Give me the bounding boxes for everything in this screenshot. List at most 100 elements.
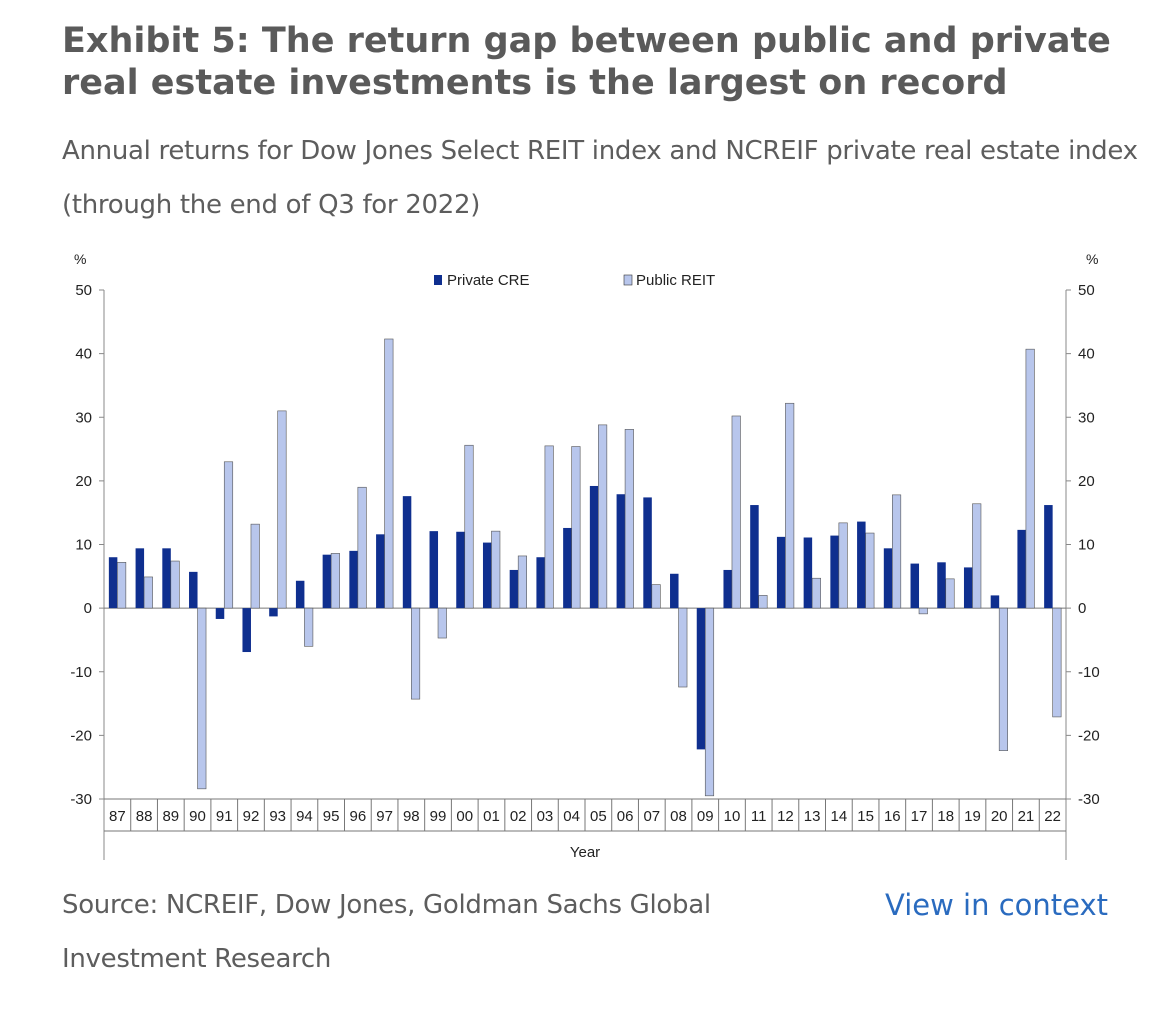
- legend-label-private: Private CRE: [447, 272, 530, 289]
- bar-private-cre: [135, 548, 145, 609]
- x-tick-label: 22: [1044, 808, 1061, 825]
- x-tick-label: 96: [350, 808, 367, 825]
- bar-private-cre: [670, 573, 679, 609]
- bar-public-reit: [411, 607, 421, 700]
- bar-private-cre: [990, 595, 1000, 609]
- x-tick-label: 98: [403, 808, 420, 825]
- x-tick-label: 92: [243, 808, 260, 825]
- bar-public-reit: [704, 607, 715, 797]
- x-tick-label: 12: [777, 808, 794, 825]
- bar-private-cre: [643, 497, 652, 609]
- x-tick-label: 88: [136, 808, 153, 825]
- y-tick-label-left: 30: [75, 409, 92, 426]
- y-tick-label-right: -30: [1078, 791, 1100, 808]
- x-tick-label: 93: [269, 808, 286, 825]
- y-tick-label-left: -30: [70, 791, 92, 808]
- bar-private-cre: [536, 557, 545, 609]
- bar-public-reit: [918, 607, 928, 615]
- bar-public-reit: [197, 607, 207, 790]
- bar-private-cre: [1017, 529, 1026, 609]
- y-tick-label-left: 50: [75, 282, 92, 299]
- chart-subtitle: Annual returns for Dow Jones Select REIT…: [62, 136, 1138, 220]
- x-tick-label: 18: [937, 808, 954, 825]
- bar-public-reit: [170, 560, 180, 609]
- x-tick-label: 90: [189, 808, 206, 825]
- bar-private-cre: [349, 550, 358, 609]
- bar-private-cre: [269, 608, 278, 617]
- bar-private-cre: [830, 535, 839, 609]
- x-tick-label: 07: [643, 808, 660, 825]
- x-tick-label: 21: [1018, 808, 1035, 825]
- x-tick-label: 95: [323, 808, 340, 825]
- bar-public-reit: [384, 338, 394, 609]
- bar-private-cre: [803, 537, 813, 609]
- y-tick-label-right: -10: [1078, 664, 1100, 681]
- bar-public-reit: [304, 607, 314, 647]
- bar-private-cre: [563, 527, 572, 609]
- bar-public-reit: [892, 494, 902, 609]
- bar-private-cre: [376, 534, 385, 609]
- bar-private-cre: [162, 548, 171, 609]
- x-tick-label: 14: [831, 808, 848, 825]
- y-tick-label-right: 50: [1078, 282, 1095, 299]
- x-tick-label: 06: [617, 808, 634, 825]
- x-tick-label: 17: [911, 808, 928, 825]
- y-tick-label-right: -20: [1078, 727, 1100, 744]
- x-tick-label: 02: [510, 808, 527, 825]
- bar-private-cre: [1044, 505, 1053, 609]
- bar-public-reit: [143, 576, 153, 609]
- bar-public-reit: [838, 522, 848, 609]
- bar-private-cre: [696, 608, 706, 750]
- bar-public-reit: [998, 607, 1008, 751]
- bar-private-cre: [108, 557, 118, 609]
- y-tick-label-right: 20: [1078, 473, 1095, 490]
- bar-public-reit: [731, 415, 741, 609]
- x-tick-label: 97: [376, 808, 393, 825]
- bar-public-reit: [464, 444, 474, 609]
- legend-swatch-private: [434, 275, 442, 285]
- legend-label-public: Public REIT: [636, 272, 715, 289]
- y-tick-label-right: 0: [1078, 600, 1086, 617]
- bar-public-reit: [1025, 348, 1035, 609]
- bar-private-cre: [723, 569, 732, 609]
- bar-public-reit: [945, 578, 955, 609]
- y-tick-label-left: 0: [84, 600, 92, 617]
- y-tick-label-left: 10: [75, 537, 92, 554]
- x-tick-label: 04: [563, 808, 580, 825]
- bar-private-cre: [589, 485, 599, 609]
- x-tick-label: 20: [991, 808, 1008, 825]
- y-tick-label-left: -10: [70, 664, 92, 681]
- bar-private-cre: [937, 562, 946, 609]
- bar-public-reit: [758, 595, 768, 609]
- x-tick-label: 03: [537, 808, 554, 825]
- x-tick-label: 16: [884, 808, 901, 825]
- bar-private-cre: [322, 554, 332, 609]
- x-tick-label: 01: [483, 808, 500, 825]
- x-tick-label: 09: [697, 808, 714, 825]
- x-axis-label: Year: [570, 844, 600, 861]
- bar-public-reit: [785, 402, 795, 609]
- y-tick-label-left: 40: [75, 346, 92, 363]
- bar-public-reit: [544, 445, 554, 609]
- bar-private-cre: [857, 521, 866, 609]
- x-tick-label: 99: [430, 808, 447, 825]
- view-in-context-link[interactable]: View in context: [885, 888, 1108, 922]
- bar-public-reit: [330, 553, 340, 609]
- bar-private-cre: [429, 531, 439, 609]
- x-tick-label: 87: [109, 808, 126, 825]
- x-tick-label: 94: [296, 808, 313, 825]
- bar-public-reit: [357, 486, 367, 609]
- x-tick-label: 19: [964, 808, 981, 825]
- bar-public-reit: [277, 410, 287, 609]
- bar-private-cre: [750, 505, 759, 609]
- bar-private-cre: [910, 563, 920, 609]
- bar-public-reit: [651, 584, 661, 609]
- bar-private-cre: [242, 608, 251, 653]
- x-tick-label: 11: [751, 808, 767, 825]
- bar-private-cre: [215, 608, 225, 619]
- bar-private-cre: [883, 548, 893, 609]
- bar-private-cre: [189, 571, 198, 609]
- x-tick-label: 15: [857, 808, 874, 825]
- x-tick-label: 08: [670, 808, 687, 825]
